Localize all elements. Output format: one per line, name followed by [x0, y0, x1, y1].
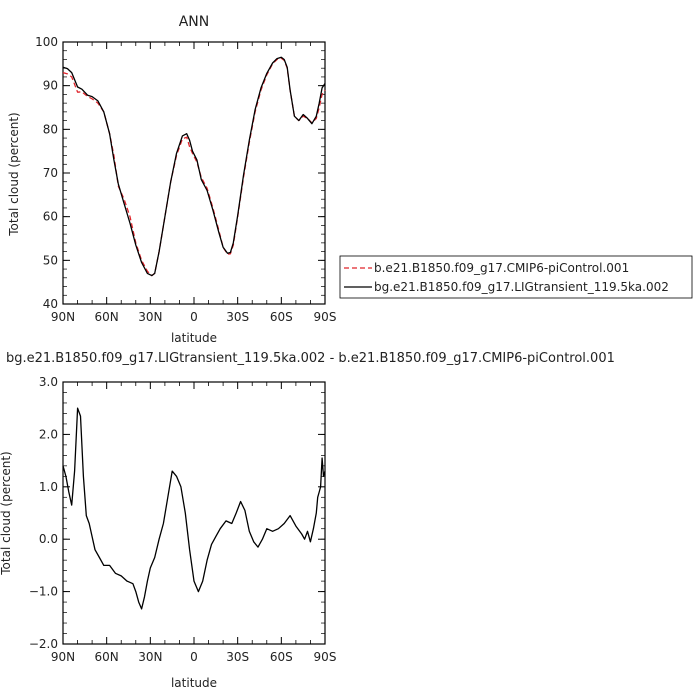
- bottom-chart-group: 90N 60N 30N 0 30S 60S 90S −2.0 −1.0 0.0 1.0 2.0 3.0: [29, 375, 337, 664]
- top-chart-title: ANN: [179, 14, 210, 30]
- top-chart-xtick-label: 60N: [95, 310, 119, 324]
- top-chart-xtick-label: 60S: [270, 310, 293, 324]
- legend-label-lig: bg.e21.B1850.f09_g17.LIGtransient_119.5k…: [374, 280, 669, 294]
- top-chart-frame: [62, 41, 326, 305]
- bottom-chart-xlabel: latitude: [171, 676, 217, 690]
- top-chart-series-line-lig: [62, 56, 326, 277]
- bottom-chart-xtick-label: 90S: [314, 650, 337, 664]
- bottom-chart-xtick-label: 60S: [270, 650, 293, 664]
- bottom-chart-title: bg.e21.B1850.f09_g17.LIGtransient_119.5k…: [6, 351, 615, 366]
- bottom-chart-series-line-difference: [62, 407, 326, 610]
- top-chart-xtick-label: 0: [190, 310, 198, 324]
- bottom-chart-ytick-label: 1.0: [39, 480, 58, 494]
- legend-box: [339, 255, 693, 299]
- top-chart-xtick-label: 90S: [314, 310, 337, 324]
- bottom-chart-ylabel: Total cloud (percent): [0, 451, 13, 575]
- plot-area-group: 90N 60N 30N 0 30S 60S 90S 40 50 60 70 80 90 100 90N 60N…: [29, 35, 337, 664]
- bottom-chart-ytick-label: −1.0: [29, 585, 58, 599]
- top-chart-xlabel: latitude: [171, 331, 217, 345]
- bottom-chart-xtick-label: 90N: [51, 650, 75, 664]
- top-chart-ytick-label: 50: [43, 253, 58, 267]
- legend-label-control: b.e21.B1850.f09_g17.CMIP6-piControl.001: [374, 261, 629, 275]
- top-chart-ylabel: Total cloud (percent): [7, 112, 21, 236]
- top-chart-xtick-label: 30S: [226, 310, 249, 324]
- legend: b.e21.B1850.f09_g17.CMIP6-piControl.001 …: [339, 255, 693, 299]
- bottom-chart-ytick-label: 3.0: [39, 375, 58, 389]
- top-chart-ytick-label: 90: [43, 79, 58, 93]
- top-chart-xtick-label: 30N: [138, 310, 162, 324]
- bottom-chart-ytick-label: −2.0: [29, 637, 58, 651]
- bottom-chart-xtick-label: 60N: [95, 650, 119, 664]
- top-chart-ytick-label: 80: [43, 122, 58, 136]
- bottom-chart-ytick-label: 0.0: [39, 532, 58, 546]
- bottom-chart-xtick-label: 30S: [226, 650, 249, 664]
- bottom-chart-ytick-label: 2.0: [39, 427, 58, 441]
- top-chart-ytick-label: 60: [43, 210, 58, 224]
- bottom-chart-xtick-label: 0: [190, 650, 198, 664]
- top-chart-series-line-control: [62, 57, 326, 277]
- top-chart-ytick-label: 100: [35, 35, 58, 49]
- top-chart-group: 90N 60N 30N 0 30S 60S 90S 40 50 60 70 80 90 100: [35, 35, 336, 324]
- top-chart-ytick-label: 70: [43, 166, 58, 180]
- bottom-chart-frame: [62, 381, 326, 645]
- top-chart-ytick-label: 40: [43, 297, 58, 311]
- top-chart-xtick-label: 90N: [51, 310, 75, 324]
- bottom-chart-xtick-label: 30N: [138, 650, 162, 664]
